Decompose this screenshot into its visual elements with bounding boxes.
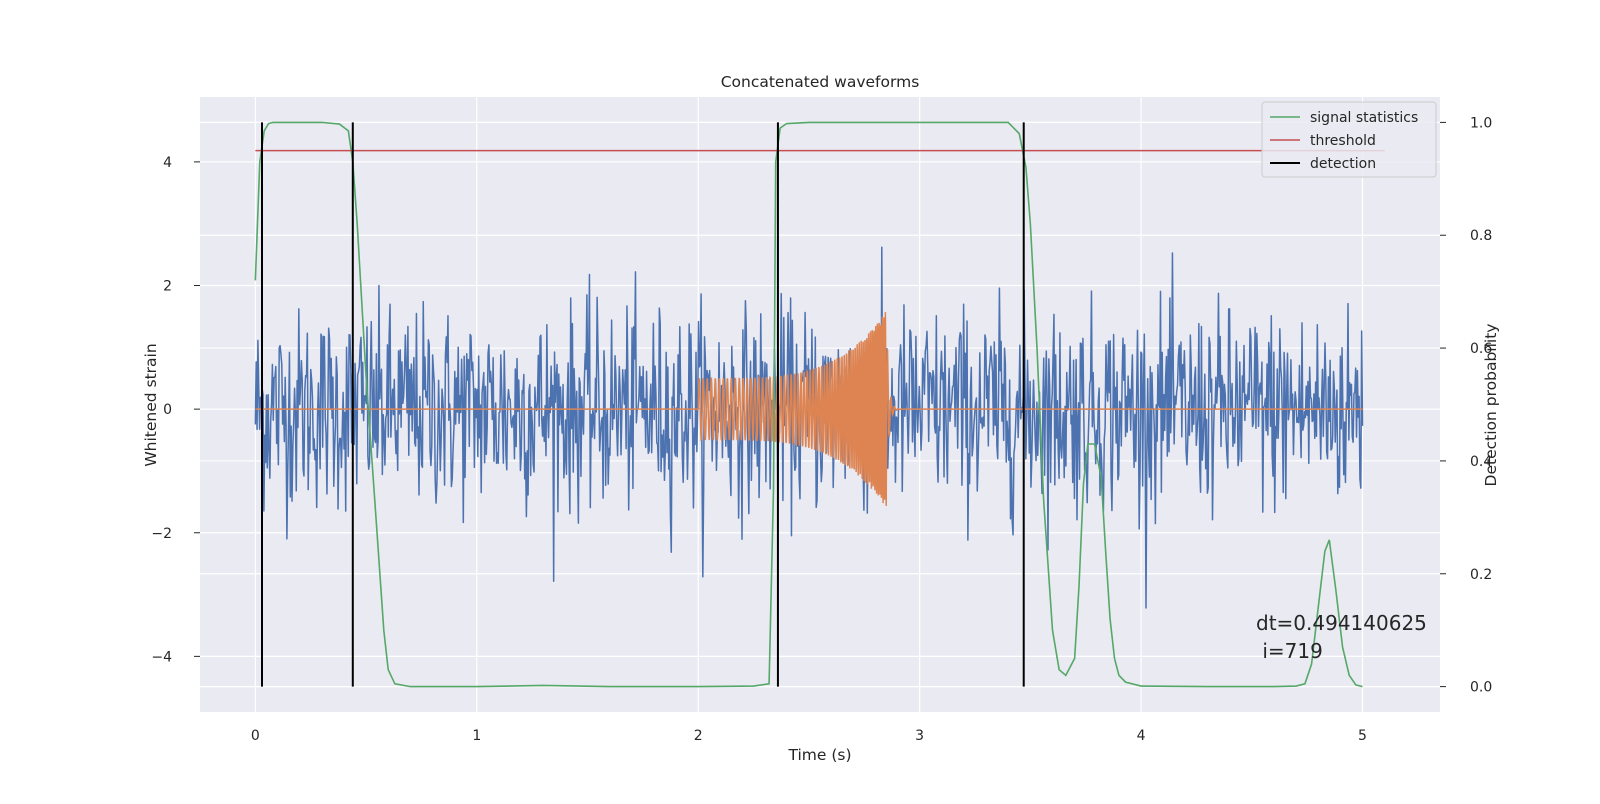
x-tick-label: 5 (1358, 728, 1367, 744)
y-tick-label-right: 0.4 (1470, 454, 1492, 470)
y-tick-label-left: −4 (151, 649, 172, 665)
x-tick-label: 2 (694, 728, 703, 744)
annotation-index: i=719 (1256, 639, 1323, 663)
y-axis-label: Whitened strain (142, 343, 160, 466)
y-tick-label-left: 0 (163, 402, 172, 418)
left-axis-ticks: −4 −2 0 2 4 (151, 155, 200, 665)
annotation-dt: dt=0.494140625 (1256, 611, 1427, 635)
legend-label-signal-statistics: signal statistics (1310, 110, 1418, 126)
x-tick-label: 4 (1137, 728, 1146, 744)
y-tick-label-left: −2 (151, 526, 172, 542)
y-tick-label-right: 1.0 (1470, 115, 1492, 131)
x-axis-label: Time (s) (787, 746, 851, 764)
y-tick-label-left: 4 (163, 155, 172, 171)
legend: signal statistics threshold detection (1261, 101, 1437, 178)
x-tick-label: 1 (472, 728, 481, 744)
right-axis-ticks: 0.0 0.2 0.4 0.6 0.8 1.0 (1440, 115, 1492, 696)
x-tick-label: 3 (915, 728, 924, 744)
y-tick-label-right: 0.0 (1470, 680, 1492, 696)
x-axis-ticks: 0 1 2 3 4 5 (251, 728, 1367, 744)
waveform-line (255, 312, 1363, 506)
legend-label-detection: detection (1310, 156, 1376, 172)
strain-line (254, 246, 1364, 609)
legend-label-threshold: threshold (1310, 133, 1376, 149)
y-tick-label-right: 0.6 (1470, 341, 1492, 357)
chart-title: Concatenated waveforms (721, 73, 920, 91)
y-tick-label-right: 0.2 (1470, 567, 1492, 583)
y-tick-label-left: 2 (163, 279, 172, 295)
x-tick-label: 0 (251, 728, 260, 744)
detection-lines (261, 122, 1025, 687)
legend-box (1261, 101, 1437, 178)
y-tick-label-right: 0.8 (1470, 228, 1492, 244)
y-axis-right-label: Detection probability (1482, 324, 1500, 487)
